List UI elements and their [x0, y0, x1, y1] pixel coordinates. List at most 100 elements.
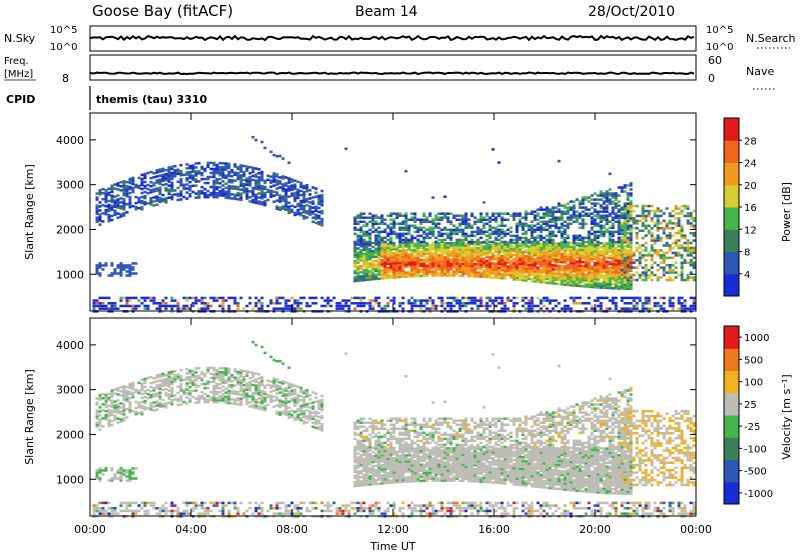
- power-cell: [287, 211, 291, 215]
- power-cell: [179, 192, 183, 195]
- power-cell: [179, 198, 183, 201]
- power-cell: [452, 244, 456, 247]
- power-cell: [599, 296, 603, 300]
- power-cell: [356, 240, 360, 244]
- power-cell: [299, 296, 303, 300]
- power-cell: [482, 273, 486, 277]
- power-cell: [98, 266, 102, 269]
- power-cell: [557, 252, 561, 256]
- power-cell: [473, 296, 477, 300]
- power-cell: [503, 244, 507, 248]
- power-cell: [140, 177, 144, 181]
- power-cell: [257, 168, 261, 171]
- power-cell: [518, 268, 522, 272]
- power-cell: [575, 218, 579, 221]
- power-cell: [176, 168, 180, 171]
- power-cell: [542, 228, 546, 232]
- power-cell: [620, 214, 624, 218]
- power-cell: [620, 279, 624, 282]
- power-cell: [419, 250, 423, 253]
- power-cell: [263, 187, 267, 191]
- power-cell: [632, 299, 636, 302]
- power-cell: [377, 216, 381, 219]
- power-cell: [680, 229, 684, 232]
- power-cell: [413, 250, 417, 254]
- velocity-cell: [170, 378, 174, 382]
- power-cell: [413, 258, 417, 262]
- power-cell: [653, 222, 657, 225]
- power-cell: [689, 259, 693, 262]
- power-cell: [590, 279, 594, 283]
- power-cell: [161, 199, 165, 203]
- power-cell: [494, 246, 498, 249]
- power-cell: [614, 307, 618, 310]
- power-cell: [572, 249, 576, 253]
- power-cell: [119, 296, 123, 300]
- power-cell: [98, 213, 102, 216]
- power-cell: [494, 244, 498, 247]
- power-cell: [491, 266, 495, 269]
- power-cell: [371, 255, 375, 259]
- power-cell: [377, 296, 381, 300]
- power-cell: [611, 224, 615, 228]
- power-cell: [602, 206, 606, 209]
- power-cell: [428, 256, 432, 259]
- power-cell: [596, 280, 600, 283]
- power-cell: [545, 220, 549, 224]
- power-cell: [587, 232, 591, 236]
- power-cell: [623, 256, 627, 260]
- velocity-cell: [140, 410, 144, 414]
- power-cell: [359, 234, 363, 238]
- power-cell: [383, 246, 387, 250]
- power-cell: [293, 205, 297, 209]
- power-cell: [620, 251, 624, 254]
- power-cell: [542, 252, 546, 256]
- power-cell: [632, 222, 636, 225]
- power-cell: [590, 245, 594, 248]
- power-cell: [170, 304, 174, 308]
- power-cell: [431, 248, 435, 251]
- power-cell: [185, 183, 189, 186]
- power-cell: [539, 258, 543, 262]
- velocity-cell: [134, 406, 138, 410]
- power-cell: [383, 218, 387, 221]
- power-cell: [623, 253, 627, 256]
- power-cell: [506, 247, 510, 250]
- power-cell: [569, 200, 573, 203]
- velocity-cell: [161, 402, 165, 406]
- power-cell: [482, 226, 486, 230]
- power-cell: [497, 232, 501, 236]
- power-cell: [617, 267, 621, 270]
- power-cell: [623, 279, 627, 282]
- power-cell: [479, 273, 483, 276]
- power-cell: [689, 217, 693, 220]
- power-cell: [437, 216, 441, 219]
- power-cell: [485, 271, 489, 275]
- power-cell: [458, 307, 462, 310]
- power-cell: [626, 249, 630, 252]
- power-cell: [584, 263, 588, 266]
- velocity-cell: [161, 382, 165, 386]
- power-cell: [518, 274, 522, 278]
- power-cell: [422, 258, 426, 261]
- power-cell: [287, 177, 291, 180]
- velocity-cell: [95, 425, 99, 428]
- power-cell: [383, 307, 387, 310]
- power-cell: [479, 271, 483, 274]
- power-cell: [185, 299, 189, 302]
- power-cell: [482, 245, 486, 248]
- power-cell: [401, 307, 405, 310]
- power-cell: [578, 234, 582, 238]
- power-cell: [137, 184, 141, 188]
- power-cell: [491, 276, 495, 279]
- power-cell: [251, 135, 255, 139]
- velocity-cell: [143, 377, 147, 381]
- power-cell: [584, 244, 588, 248]
- power-cell: [551, 249, 555, 253]
- power-cell: [107, 205, 111, 209]
- power-cell: [590, 226, 594, 230]
- power-cell: [365, 242, 369, 245]
- power-cell: [602, 218, 606, 221]
- power-cell: [500, 299, 504, 302]
